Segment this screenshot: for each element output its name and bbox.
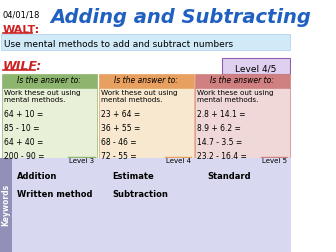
Text: Written method: Written method <box>17 190 93 199</box>
Text: 64 + 40 =: 64 + 40 = <box>4 138 44 147</box>
FancyBboxPatch shape <box>2 88 97 170</box>
Text: Is the answer to:: Is the answer to: <box>17 76 81 85</box>
Text: Standard: Standard <box>208 172 251 181</box>
Text: Work these out using
mental methods.: Work these out using mental methods. <box>101 90 178 103</box>
FancyBboxPatch shape <box>195 74 290 88</box>
FancyBboxPatch shape <box>68 156 95 168</box>
Text: 14.7 - 3.5 =: 14.7 - 3.5 = <box>197 138 243 147</box>
Text: 23 + 64 =: 23 + 64 = <box>101 110 140 119</box>
Text: Work these out using
mental methods.: Work these out using mental methods. <box>197 90 274 103</box>
Text: Is the answer to:: Is the answer to: <box>114 76 178 85</box>
Text: WALT:: WALT: <box>3 25 40 35</box>
FancyBboxPatch shape <box>98 74 194 88</box>
Text: Addition: Addition <box>17 172 58 181</box>
Text: Level 4: Level 4 <box>166 158 191 164</box>
FancyBboxPatch shape <box>165 156 193 168</box>
Text: Work these out using
mental methods.: Work these out using mental methods. <box>4 90 81 103</box>
Text: Level 4/5: Level 4/5 <box>235 64 277 73</box>
Text: Adding and Subtracting: Adding and Subtracting <box>50 8 311 27</box>
Text: 04/01/18: 04/01/18 <box>3 10 40 19</box>
FancyBboxPatch shape <box>195 88 290 170</box>
Text: Level 5: Level 5 <box>262 158 287 164</box>
Text: Level 3: Level 3 <box>69 158 94 164</box>
Text: Is the answer to:: Is the answer to: <box>210 76 274 85</box>
Text: Keywords: Keywords <box>2 184 10 226</box>
Text: 64 + 10 =: 64 + 10 = <box>4 110 44 119</box>
Text: Estimate: Estimate <box>113 172 154 181</box>
FancyBboxPatch shape <box>12 158 291 252</box>
FancyBboxPatch shape <box>2 74 97 88</box>
Text: 2.8 + 14.1 =: 2.8 + 14.1 = <box>197 110 246 119</box>
Text: Subtraction: Subtraction <box>113 190 168 199</box>
FancyBboxPatch shape <box>1 34 290 50</box>
Text: 68 - 46 =: 68 - 46 = <box>101 138 137 147</box>
Text: 23.2 - 16.4 =: 23.2 - 16.4 = <box>197 152 247 161</box>
Text: 72 - 55 =: 72 - 55 = <box>101 152 137 161</box>
FancyBboxPatch shape <box>0 158 12 252</box>
FancyBboxPatch shape <box>98 88 194 170</box>
Text: WILF:: WILF: <box>3 60 42 73</box>
Text: 36 + 55 =: 36 + 55 = <box>101 124 140 133</box>
Text: Use mental methods to add and subtract numbers: Use mental methods to add and subtract n… <box>4 40 234 49</box>
Text: 200 - 90 =: 200 - 90 = <box>4 152 45 161</box>
FancyBboxPatch shape <box>222 58 290 74</box>
FancyBboxPatch shape <box>261 156 288 168</box>
Text: 8.9 + 6.2 =: 8.9 + 6.2 = <box>197 124 241 133</box>
Text: 85 - 10 =: 85 - 10 = <box>4 124 40 133</box>
